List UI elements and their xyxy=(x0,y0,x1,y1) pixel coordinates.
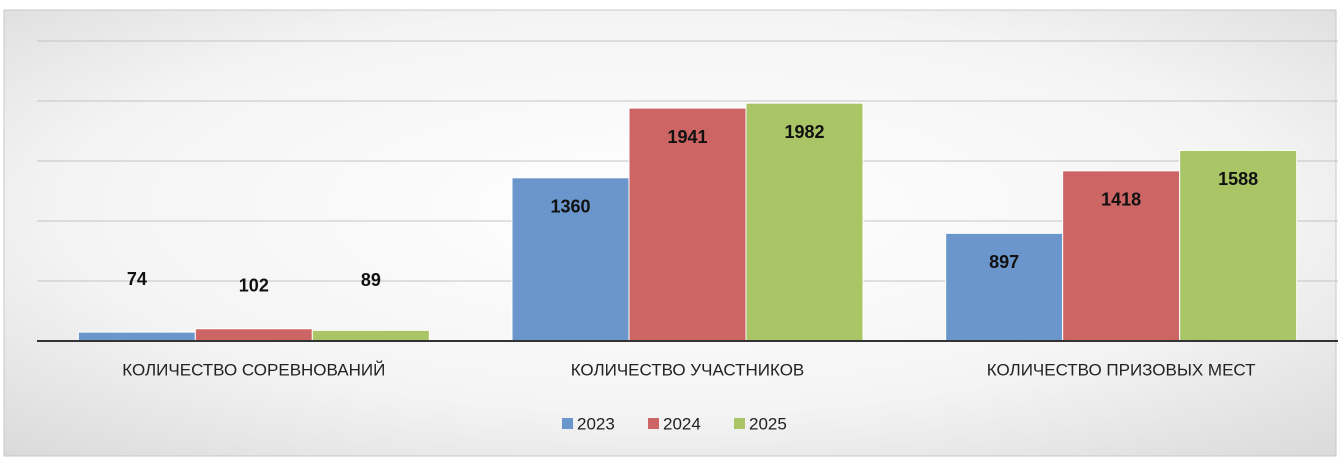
data-label: 89 xyxy=(361,270,381,290)
bar xyxy=(1062,170,1181,342)
legend-label: 2025 xyxy=(749,414,787,433)
x-tick-label: КОЛИЧЕСТВО СОРЕВНОВАНИЙ xyxy=(122,360,385,379)
data-label: 1588 xyxy=(1218,169,1258,189)
bar xyxy=(745,102,864,342)
x-tick-label: КОЛИЧЕСТВО ПРИЗОВЫХ МЕСТ xyxy=(987,360,1256,379)
legend-label: 2024 xyxy=(663,414,701,433)
bar xyxy=(194,328,313,342)
data-label: 1941 xyxy=(667,127,707,147)
data-label: 1418 xyxy=(1101,190,1141,210)
legend-swatch xyxy=(734,418,745,429)
bar xyxy=(1179,149,1298,342)
legend-label: 2023 xyxy=(577,414,615,433)
bar xyxy=(945,232,1064,342)
data-label: 1982 xyxy=(784,122,824,142)
x-tick-label: КОЛИЧЕСТВО УЧАСТНИКОВ xyxy=(571,360,805,379)
bar xyxy=(77,331,196,342)
data-label: 897 xyxy=(989,252,1019,272)
legend-swatch xyxy=(562,418,573,429)
data-label: 1360 xyxy=(550,197,590,217)
bar xyxy=(628,107,747,342)
data-label: 102 xyxy=(239,276,269,296)
data-label: 74 xyxy=(127,269,147,289)
legend-swatch xyxy=(648,418,659,429)
bar xyxy=(311,329,430,342)
